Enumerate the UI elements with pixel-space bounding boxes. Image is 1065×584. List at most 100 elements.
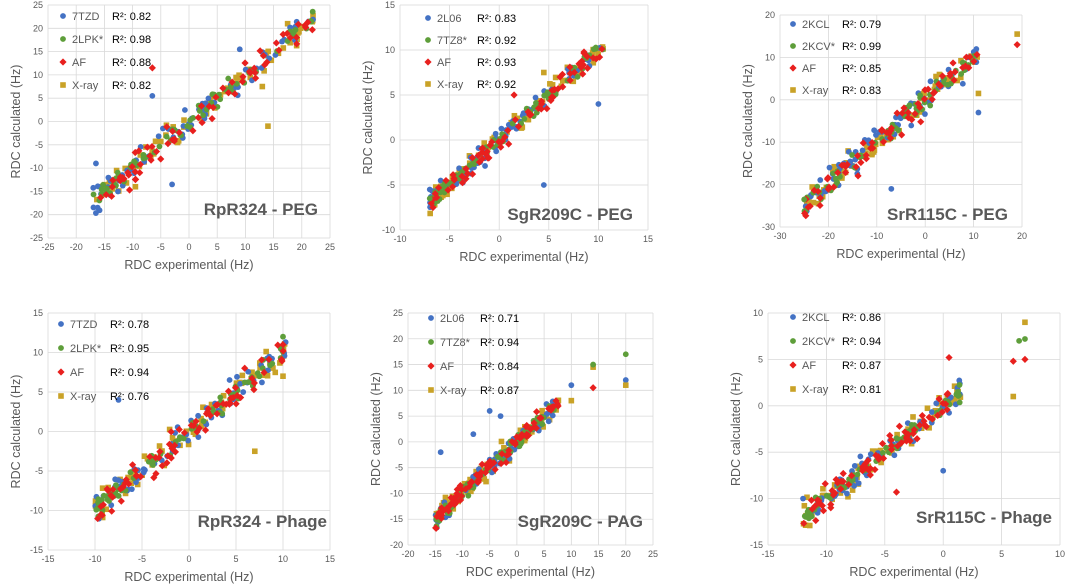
legend-entry: AF R²: 0.85 <box>789 63 881 75</box>
y-tick-label: -10 <box>762 137 775 147</box>
legend-marker <box>790 338 796 344</box>
data-point <box>533 100 539 106</box>
data-point <box>514 122 523 131</box>
data-point <box>828 487 836 495</box>
data-point <box>889 450 895 456</box>
data-point <box>119 482 127 491</box>
data-point <box>837 490 844 496</box>
data-point <box>886 431 894 440</box>
data-point <box>231 384 240 392</box>
data-point <box>454 491 462 499</box>
x-tick-label: -10 <box>870 231 883 241</box>
data-point <box>189 127 197 135</box>
data-point <box>552 74 559 81</box>
r2-value: R²: 0.84 <box>480 361 519 373</box>
data-point <box>256 47 264 55</box>
data-point <box>900 104 908 112</box>
data-point <box>827 504 835 512</box>
r2-value: R²: 0.98 <box>112 34 151 46</box>
data-point <box>549 412 556 419</box>
data-point <box>536 414 544 422</box>
y-tick-label: 5 <box>390 90 395 100</box>
data-point <box>951 68 959 76</box>
data-point <box>219 405 226 412</box>
r2-value: R²: 0.94 <box>110 367 149 379</box>
data-point <box>109 176 117 184</box>
y-tick-label: -20 <box>762 180 775 190</box>
data-point <box>928 409 935 415</box>
data-point <box>125 480 133 488</box>
data-point <box>150 462 156 468</box>
data-point <box>128 461 137 469</box>
data-point <box>112 476 119 483</box>
data-point <box>541 69 547 76</box>
data-point <box>458 485 466 494</box>
data-point <box>131 466 140 474</box>
data-point <box>847 471 856 480</box>
data-point <box>904 114 912 122</box>
x-tick-label: 0 <box>186 554 191 564</box>
data-point <box>566 63 574 71</box>
data-point <box>239 372 246 379</box>
data-point <box>245 379 252 385</box>
data-point <box>170 135 179 143</box>
data-point <box>258 356 266 364</box>
data-point <box>806 522 813 529</box>
chart-panel-4: -15 -10 -5 0 5 10 15 -15 -10 -5 0 5 10 15 RDC experime… <box>9 308 335 584</box>
data-point <box>566 76 574 84</box>
data-point <box>922 111 928 117</box>
x-tick-label: 5 <box>233 554 238 564</box>
data-point <box>878 459 884 466</box>
data-point <box>568 397 575 404</box>
data-point <box>283 29 291 38</box>
data-point <box>540 182 547 188</box>
data-point <box>435 509 443 517</box>
data-point <box>219 84 227 92</box>
data-point <box>435 184 443 192</box>
r2-value: R²: 0.71 <box>480 313 519 325</box>
data-point <box>98 186 105 193</box>
legend-marker <box>790 87 796 93</box>
x-tick-label: -30 <box>773 231 786 241</box>
data-point <box>521 437 528 444</box>
data-point <box>122 490 129 497</box>
r2-value: R²: 0.83 <box>842 85 881 97</box>
data-point <box>233 380 240 386</box>
data-point <box>185 437 191 444</box>
legend-marker <box>425 37 431 43</box>
legend-entry: X-ray R²: 0.92 <box>425 79 516 91</box>
data-point <box>231 90 239 98</box>
y-tick-label: 0 <box>770 95 775 105</box>
data-point <box>554 85 562 93</box>
data-point <box>508 438 516 446</box>
legend-label: X-ray <box>72 80 99 92</box>
y-tick-label: 5 <box>398 411 403 421</box>
legend-marker <box>57 368 65 376</box>
data-point <box>801 196 808 203</box>
data-point <box>198 118 206 127</box>
data-point <box>92 498 99 504</box>
data-point <box>228 78 236 86</box>
data-point <box>233 391 241 400</box>
data-point <box>280 373 286 379</box>
data-point <box>959 63 967 72</box>
x-tick-label: 25 <box>648 549 658 559</box>
data-point <box>547 403 555 412</box>
data-point <box>492 130 499 137</box>
data-point <box>813 496 822 504</box>
data-point <box>533 408 541 416</box>
legend-marker <box>789 361 797 369</box>
data-point <box>837 485 845 493</box>
data-point <box>175 128 183 137</box>
y-tick-label: 20 <box>765 10 775 20</box>
data-point <box>504 126 512 135</box>
legend-marker <box>58 393 64 399</box>
legend-entry: 2L06 R²: 0.83 <box>425 13 516 25</box>
data-point <box>259 379 265 386</box>
data-point <box>195 424 203 432</box>
data-point <box>1010 393 1017 400</box>
x-tick-label: -20 <box>401 549 414 559</box>
data-point <box>115 188 121 195</box>
data-point <box>132 175 140 183</box>
